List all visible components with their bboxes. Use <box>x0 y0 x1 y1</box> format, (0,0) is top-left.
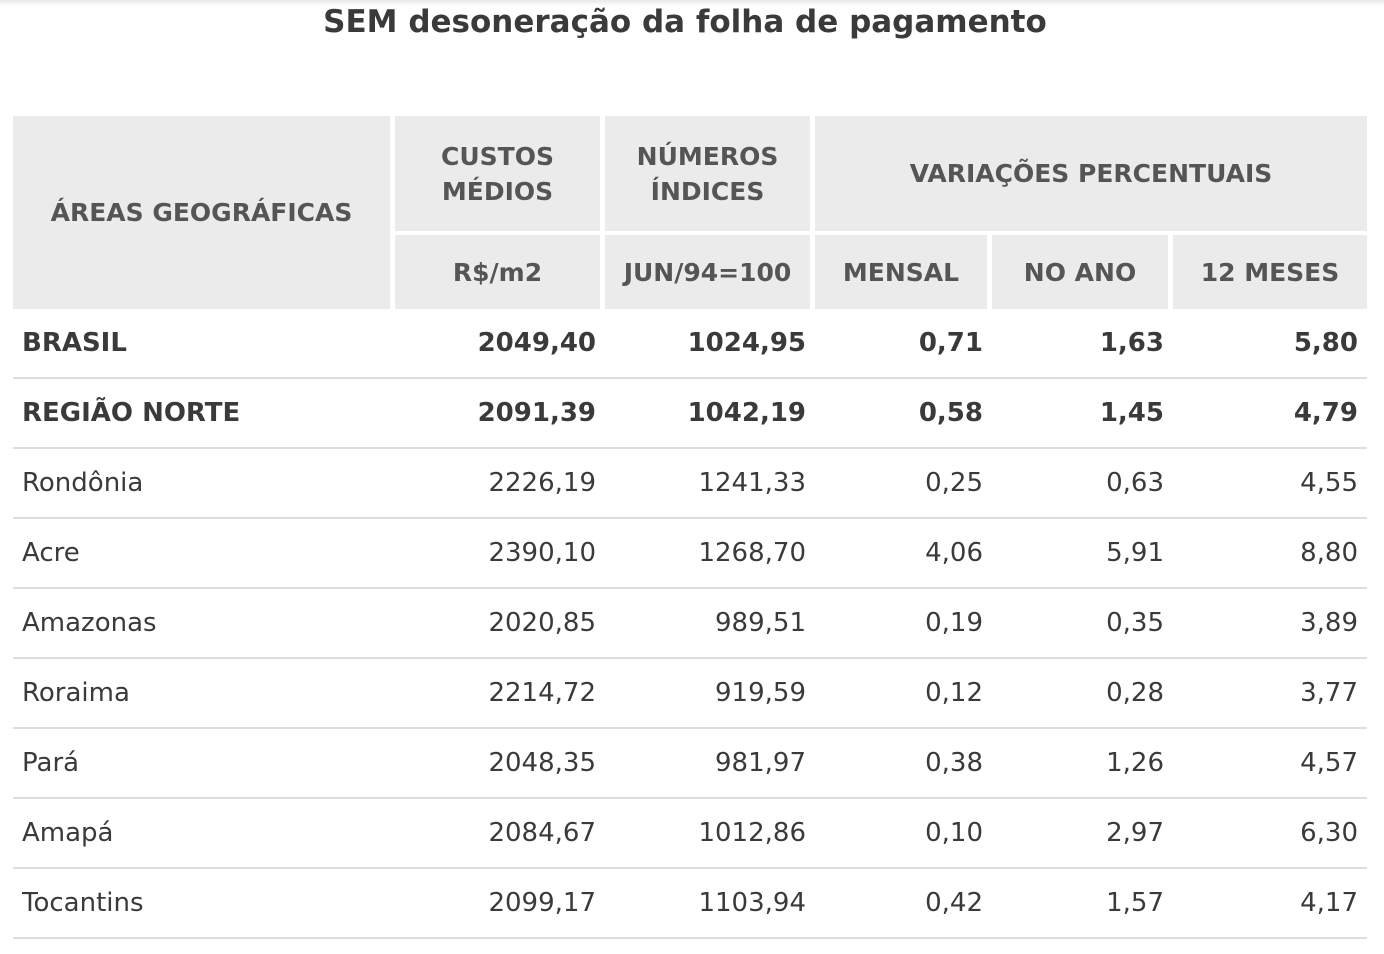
top-shadow <box>0 0 1384 6</box>
header-numeros-line1: NÚMEROS <box>636 141 779 171</box>
cell-area: Rondônia <box>13 449 395 519</box>
table-row: BRASIL 2049,40 1024,95 0,71 1,63 5,80 <box>13 309 1367 379</box>
cell-custos: 2084,67 <box>395 799 605 869</box>
cell-mensal: 0,10 <box>815 799 992 869</box>
header-numeros-line2: ÍNDICES <box>650 176 765 206</box>
header-custos-line2: MÉDIOS <box>441 176 554 206</box>
cell-12-meses: 4,79 <box>1173 379 1367 449</box>
cell-area: Amapá <box>13 799 395 869</box>
cell-ano: 0,28 <box>992 659 1173 729</box>
cell-area: REGIÃO NORTE <box>13 379 395 449</box>
cell-indices: 1268,70 <box>605 519 815 589</box>
header-unit-numeros: JUN/94=100 <box>605 231 815 309</box>
header-numeros-indices: NÚMEROS ÍNDICES <box>605 112 815 231</box>
cell-custos: 2048,35 <box>395 729 605 799</box>
cell-12-meses: 6,30 <box>1173 799 1367 869</box>
cell-12-meses: 4,57 <box>1173 729 1367 799</box>
header-unit-custos: R$/m2 <box>395 231 605 309</box>
cell-12-meses: 8,80 <box>1173 519 1367 589</box>
header-variacoes: VARIAÇÕES PERCENTUAIS <box>815 112 1367 231</box>
cell-ano: 0,35 <box>992 589 1173 659</box>
cell-mensal: 0,12 <box>815 659 992 729</box>
cell-mensal: 0,19 <box>815 589 992 659</box>
cell-mensal: 0,25 <box>815 449 992 519</box>
cell-ano: 1,57 <box>992 869 1173 939</box>
cell-12-meses: 3,89 <box>1173 589 1367 659</box>
table-row: Roraima 2214,72 919,59 0,12 0,28 3,77 <box>13 659 1367 729</box>
cell-custos: 2049,40 <box>395 309 605 379</box>
cell-ano: 5,91 <box>992 519 1173 589</box>
page-title: SEM desoneração da folha de pagamento <box>323 4 1047 40</box>
cell-mensal: 0,58 <box>815 379 992 449</box>
cell-mensal: 0,42 <box>815 869 992 939</box>
header-custos-line1: CUSTOS <box>441 141 554 171</box>
header-areas: ÁREAS GEOGRÁFICAS <box>13 112 395 309</box>
cell-ano: 1,45 <box>992 379 1173 449</box>
cell-mensal: 0,38 <box>815 729 992 799</box>
cell-area: Amazonas <box>13 589 395 659</box>
table-row: Rondônia 2226,19 1241,33 0,25 0,63 4,55 <box>13 449 1367 519</box>
cell-area: Pará <box>13 729 395 799</box>
table-row: REGIÃO NORTE 2091,39 1042,19 0,58 1,45 4… <box>13 379 1367 449</box>
cell-area: BRASIL <box>13 309 395 379</box>
cell-indices: 1042,19 <box>605 379 815 449</box>
cell-indices: 919,59 <box>605 659 815 729</box>
costs-table: ÁREAS GEOGRÁFICAS CUSTOS MÉDIOS NÚMEROS … <box>13 112 1367 939</box>
cell-indices: 981,97 <box>605 729 815 799</box>
cell-area: Tocantins <box>13 869 395 939</box>
cell-indices: 1103,94 <box>605 869 815 939</box>
cell-12-meses: 5,80 <box>1173 309 1367 379</box>
cell-custos: 2099,17 <box>395 869 605 939</box>
cell-12-meses: 4,17 <box>1173 869 1367 939</box>
cell-mensal: 0,71 <box>815 309 992 379</box>
cell-ano: 1,26 <box>992 729 1173 799</box>
cell-ano: 1,63 <box>992 309 1173 379</box>
cell-custos: 2390,10 <box>395 519 605 589</box>
header-custos-medios: CUSTOS MÉDIOS <box>395 112 605 231</box>
header-mensal: MENSAL <box>815 231 992 309</box>
header-no-ano: NO ANO <box>992 231 1173 309</box>
cell-area: Roraima <box>13 659 395 729</box>
cell-indices: 989,51 <box>605 589 815 659</box>
cell-custos: 2214,72 <box>395 659 605 729</box>
cell-area: Acre <box>13 519 395 589</box>
table-row: Tocantins 2099,17 1103,94 0,42 1,57 4,17 <box>13 869 1367 939</box>
header-12-meses: 12 MESES <box>1173 231 1367 309</box>
cell-custos: 2020,85 <box>395 589 605 659</box>
cell-custos: 2091,39 <box>395 379 605 449</box>
table-row: Amazonas 2020,85 989,51 0,19 0,35 3,89 <box>13 589 1367 659</box>
cell-indices: 1024,95 <box>605 309 815 379</box>
cell-mensal: 4,06 <box>815 519 992 589</box>
cell-indices: 1241,33 <box>605 449 815 519</box>
cell-12-meses: 4,55 <box>1173 449 1367 519</box>
table-row: Pará 2048,35 981,97 0,38 1,26 4,57 <box>13 729 1367 799</box>
table-row: Acre 2390,10 1268,70 4,06 5,91 8,80 <box>13 519 1367 589</box>
cell-ano: 0,63 <box>992 449 1173 519</box>
cell-ano: 2,97 <box>992 799 1173 869</box>
table-row: Amapá 2084,67 1012,86 0,10 2,97 6,30 <box>13 799 1367 869</box>
cell-indices: 1012,86 <box>605 799 815 869</box>
cell-custos: 2226,19 <box>395 449 605 519</box>
cell-12-meses: 3,77 <box>1173 659 1367 729</box>
